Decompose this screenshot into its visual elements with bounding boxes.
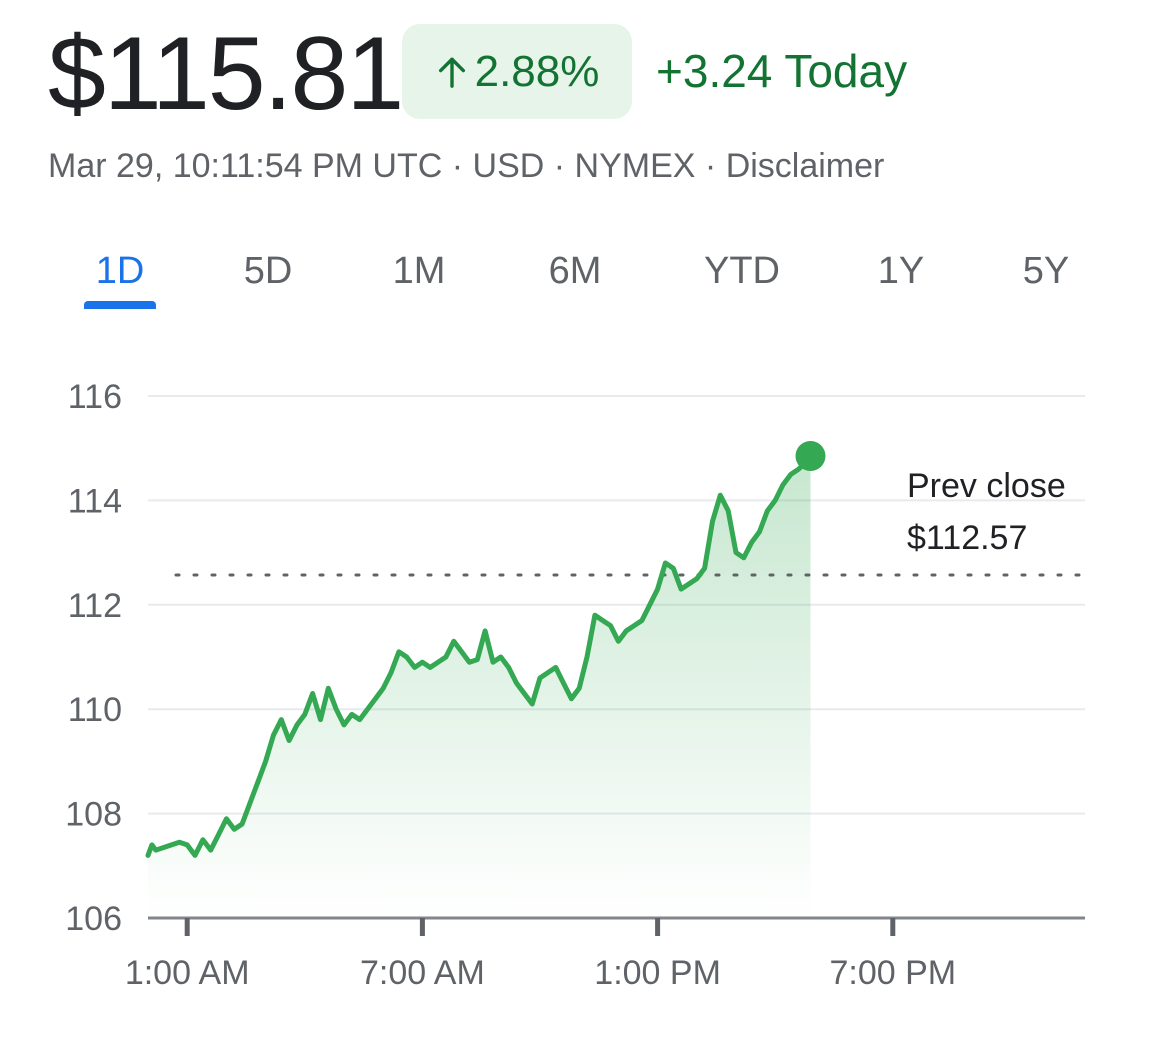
price-line [145, 456, 813, 858]
active-tab-indicator [84, 301, 156, 309]
x-tick-label: 7:00 PM [829, 954, 956, 992]
price-chart[interactable]: 106 108 110 112 114 116 Prev close $112.57 1:… [0, 340, 1170, 1020]
quote-exchange: NYMEX [574, 147, 696, 185]
tab-1d[interactable]: 1D [95, 250, 145, 292]
y-tick-label: 106 [65, 900, 122, 938]
x-tick-label: 1:00 AM [125, 954, 250, 992]
y-tick-label: 114 [68, 482, 122, 520]
change-percent-badge: 2.88% [402, 24, 632, 119]
meta-separator: · [695, 147, 726, 185]
quote-meta-line: Mar 29, 10:11:54 PM UTC · USD · NYMEX · … [48, 144, 884, 188]
change-today: +3.24 Today [656, 45, 908, 97]
change-percent-value: 2.88% [474, 46, 600, 96]
prev-close-label: Prev close [907, 467, 1066, 505]
y-tick-label: 116 [68, 378, 122, 416]
x-tick-label: 1:00 PM [594, 954, 721, 992]
time-range-tabs: 1D 5D 1M 6M YTD 1Y 5Y [0, 245, 1170, 315]
tab-1m[interactable]: 1M [392, 250, 446, 292]
tab-6m[interactable]: 6M [548, 250, 602, 292]
current-price: $115.81 [48, 16, 404, 132]
y-axis-labels: 106 108 110 112 114 116 [65, 378, 122, 938]
meta-separator: · [544, 147, 575, 185]
quote-timestamp: Mar 29, 10:11:54 PM UTC [48, 147, 443, 185]
arrow-up-icon [438, 57, 465, 88]
meta-separator: · [442, 147, 473, 185]
disclaimer-link[interactable]: Disclaimer [725, 147, 885, 185]
price-area-fill [148, 456, 811, 918]
x-axis-ticks: 1:00 AM 7:00 AM 1:00 PM 7:00 PM [125, 918, 956, 992]
prev-close-value: $112.57 [907, 519, 1027, 557]
y-tick-label: 110 [68, 691, 122, 729]
tab-5d[interactable]: 5D [243, 250, 293, 292]
tab-5y[interactable]: 5Y [1022, 250, 1070, 292]
y-tick-label: 108 [65, 796, 122, 834]
y-tick-label: 112 [68, 587, 122, 625]
tab-1y[interactable]: 1Y [877, 250, 925, 292]
tab-ytd[interactable]: YTD [704, 250, 780, 292]
quote-currency: USD [472, 147, 545, 185]
last-price-marker [795, 441, 826, 472]
x-tick-label: 7:00 AM [360, 954, 485, 992]
